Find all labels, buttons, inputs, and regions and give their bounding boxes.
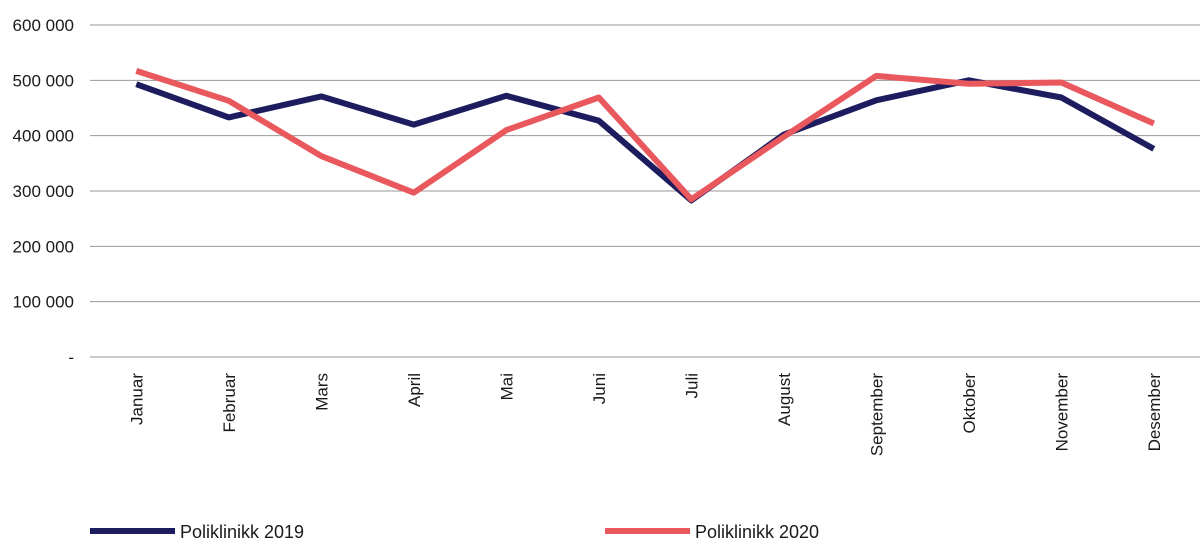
y-tick-label: 600 000 (13, 16, 74, 35)
x-tick-label: Mars (312, 373, 331, 411)
x-tick-label: Oktober (960, 373, 979, 434)
x-tick-label: Juni (590, 373, 609, 404)
x-tick-label: April (405, 373, 424, 407)
x-tick-label: Mai (497, 373, 516, 400)
x-tick-label: Februar (220, 373, 239, 433)
y-tick-label: 300 000 (13, 182, 74, 201)
x-tick-label: September (867, 373, 886, 456)
x-tick-label: August (775, 373, 794, 426)
legend-label-2: Poliklinikk 2020 (695, 522, 819, 542)
series-line-2 (135, 68, 1156, 203)
y-tick-label: - (68, 348, 74, 367)
x-tick-label: Desember (1145, 373, 1164, 452)
y-tick-label: 200 000 (13, 237, 74, 256)
series-line-1 (135, 77, 1156, 204)
y-tick-label: 500 000 (13, 71, 74, 90)
legend-label-1: Poliklinikk 2019 (180, 522, 304, 542)
y-axis-ticks: - 100 000 200 000 300 000 400 000 500 000 600 … (13, 16, 74, 367)
x-tick-label: Januar (127, 373, 146, 425)
x-tick-label: November (1052, 373, 1071, 452)
y-tick-label: 400 000 (13, 127, 74, 146)
legend: Poliklinikk 2019 Poliklinikk 2020 (90, 522, 819, 542)
x-axis-ticks: Januar Februar Mars April Mai Juni Juli August S… (127, 373, 1164, 457)
grid-lines (90, 24, 1200, 358)
y-tick-label: 100 000 (13, 293, 74, 312)
series-lines (135, 68, 1156, 204)
x-tick-label: Juli (682, 373, 701, 399)
